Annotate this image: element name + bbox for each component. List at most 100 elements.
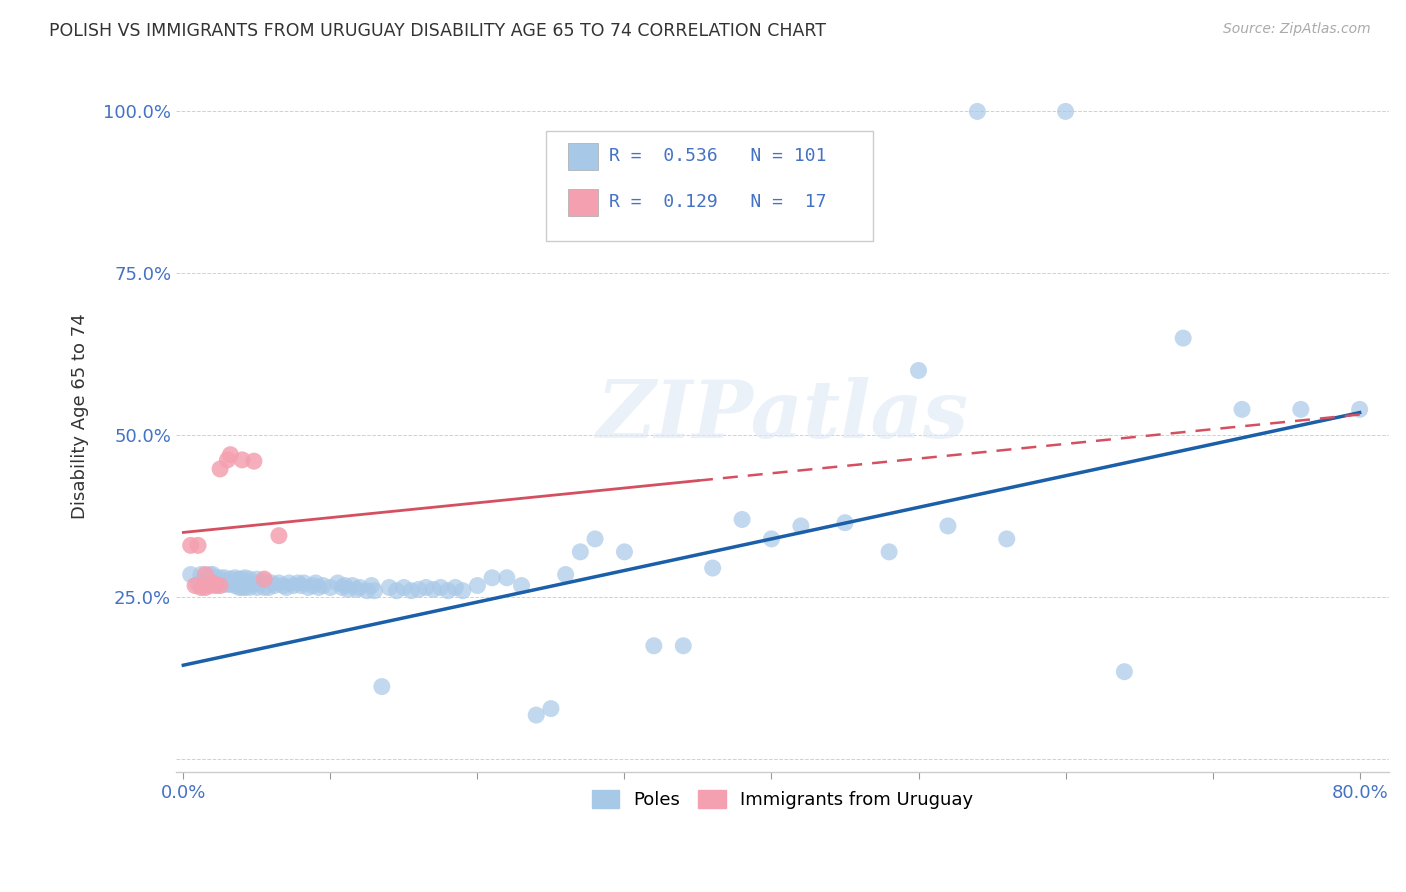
Point <box>231 581 253 595</box>
Point <box>214 577 236 591</box>
Point <box>231 453 253 467</box>
Point <box>180 567 202 582</box>
Point <box>204 577 226 591</box>
Point <box>305 576 328 591</box>
Point <box>554 567 576 582</box>
Point <box>540 701 562 715</box>
Point <box>790 519 813 533</box>
Text: R =  0.129   N =  17: R = 0.129 N = 17 <box>609 193 827 211</box>
FancyBboxPatch shape <box>546 131 873 241</box>
Point <box>569 545 592 559</box>
Point <box>1173 331 1195 345</box>
Point <box>209 462 232 476</box>
Point <box>936 519 959 533</box>
Text: ZIPatlas: ZIPatlas <box>596 377 969 455</box>
Point <box>224 578 246 592</box>
Point <box>907 363 929 377</box>
Point <box>253 574 276 588</box>
Point <box>371 680 394 694</box>
Point <box>292 576 315 591</box>
Point <box>312 578 335 592</box>
Point <box>263 578 285 592</box>
Point <box>360 578 382 592</box>
Point <box>276 581 298 595</box>
Point <box>190 567 212 582</box>
Point <box>267 529 290 543</box>
Point <box>278 576 301 591</box>
Point <box>217 453 239 467</box>
Point <box>246 572 269 586</box>
Point <box>209 571 232 585</box>
Point <box>995 532 1018 546</box>
Point <box>643 639 665 653</box>
Point <box>1054 104 1077 119</box>
Point <box>209 578 232 592</box>
Point <box>201 576 224 591</box>
Point <box>238 581 260 595</box>
Point <box>209 577 232 591</box>
Point <box>290 578 312 592</box>
Point <box>583 532 606 546</box>
Point <box>243 577 266 591</box>
Point <box>326 576 349 591</box>
Point <box>217 577 239 591</box>
Point <box>319 581 342 595</box>
FancyBboxPatch shape <box>568 189 598 217</box>
Point <box>613 545 636 559</box>
Point <box>194 577 217 591</box>
Point <box>429 581 451 595</box>
Point <box>392 581 415 595</box>
Point <box>330 581 353 595</box>
Point <box>267 576 290 591</box>
Point <box>342 578 364 592</box>
Point <box>238 572 260 586</box>
Point <box>422 582 444 597</box>
Point <box>356 583 378 598</box>
Point <box>287 576 309 591</box>
Point <box>273 578 295 592</box>
Point <box>333 578 356 592</box>
Point <box>877 545 900 559</box>
Point <box>214 571 236 585</box>
Point <box>702 561 724 575</box>
Point <box>283 578 305 592</box>
Point <box>495 571 517 585</box>
Y-axis label: Disability Age 65 to 74: Disability Age 65 to 74 <box>72 313 89 519</box>
Point <box>233 581 256 595</box>
Point <box>346 582 368 597</box>
Point <box>1289 402 1312 417</box>
Point <box>180 538 202 552</box>
Point <box>204 571 226 585</box>
Point <box>198 567 221 582</box>
Point <box>337 582 360 597</box>
Point <box>834 516 856 530</box>
Point <box>731 512 754 526</box>
Point <box>253 581 276 595</box>
Point <box>194 567 217 582</box>
Text: Source: ZipAtlas.com: Source: ZipAtlas.com <box>1223 22 1371 37</box>
Point <box>308 581 330 595</box>
Point <box>399 583 422 598</box>
Point <box>194 571 217 585</box>
Point <box>194 581 217 595</box>
Point <box>253 572 276 586</box>
Point <box>228 581 250 595</box>
Point <box>385 583 408 598</box>
Point <box>219 448 242 462</box>
Point <box>201 577 224 591</box>
Point <box>219 577 242 591</box>
Point <box>187 538 209 552</box>
Point <box>198 578 221 592</box>
Text: R =  0.536   N = 101: R = 0.536 N = 101 <box>609 147 827 165</box>
Point <box>481 571 503 585</box>
Point <box>224 571 246 585</box>
Point <box>204 578 226 592</box>
Point <box>243 454 266 468</box>
Point <box>444 581 467 595</box>
Point <box>378 581 401 595</box>
Point <box>190 581 212 595</box>
Point <box>297 581 319 595</box>
Point <box>524 708 547 723</box>
Point <box>201 567 224 582</box>
Point <box>233 571 256 585</box>
